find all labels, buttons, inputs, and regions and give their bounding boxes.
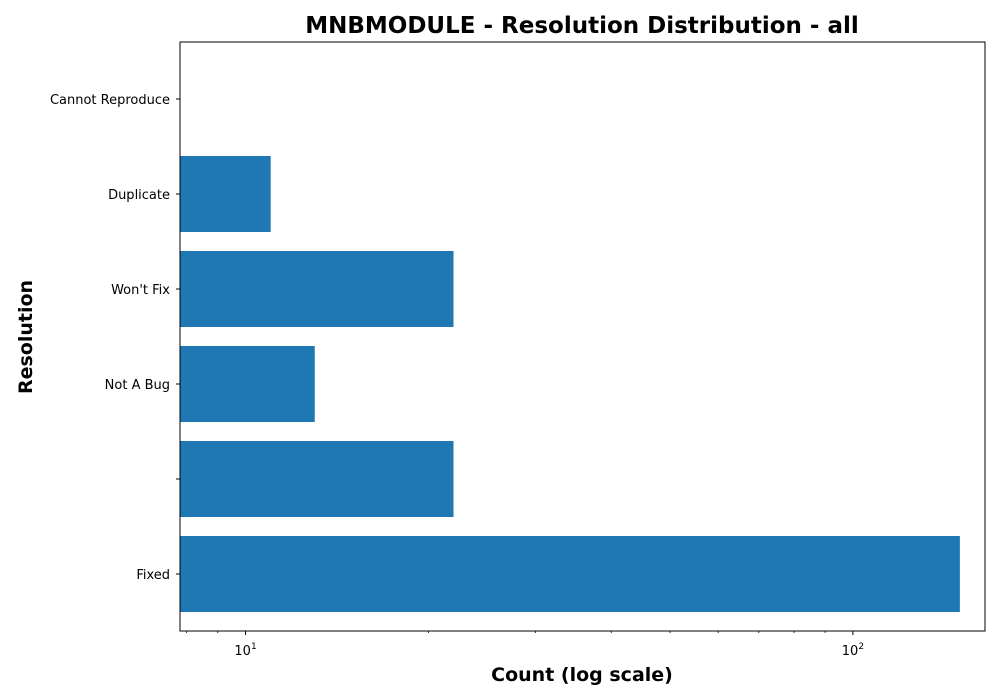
bar-won-t-fix <box>180 251 454 327</box>
chart-title: MNBMODULE - Resolution Distribution - al… <box>305 13 859 39</box>
y-tick-label: Not A Bug <box>105 378 170 393</box>
bar-fixed <box>180 536 960 612</box>
x-axis-ticks: 101 102 <box>186 631 864 659</box>
y-axis-label: Resolution <box>15 280 37 394</box>
bar-unlabeled <box>180 441 454 517</box>
y-axis-ticks: Cannot Reproduce Duplicate Won't Fix Not A … <box>50 93 180 583</box>
bar-not-a-bug <box>180 346 315 422</box>
x-tick-label: 102 <box>842 642 864 659</box>
y-tick-label: Duplicate <box>108 188 170 203</box>
bars-layer <box>180 156 960 612</box>
x-axis-label: Count (log scale) <box>491 664 673 686</box>
y-tick-label: Fixed <box>136 568 170 583</box>
y-tick-label: Won't Fix <box>111 283 170 298</box>
plot-area-frame <box>179 41 986 632</box>
y-tick-label: Cannot Reproduce <box>50 93 170 108</box>
bar-duplicate <box>180 156 271 232</box>
x-tick-label: 101 <box>234 642 256 659</box>
